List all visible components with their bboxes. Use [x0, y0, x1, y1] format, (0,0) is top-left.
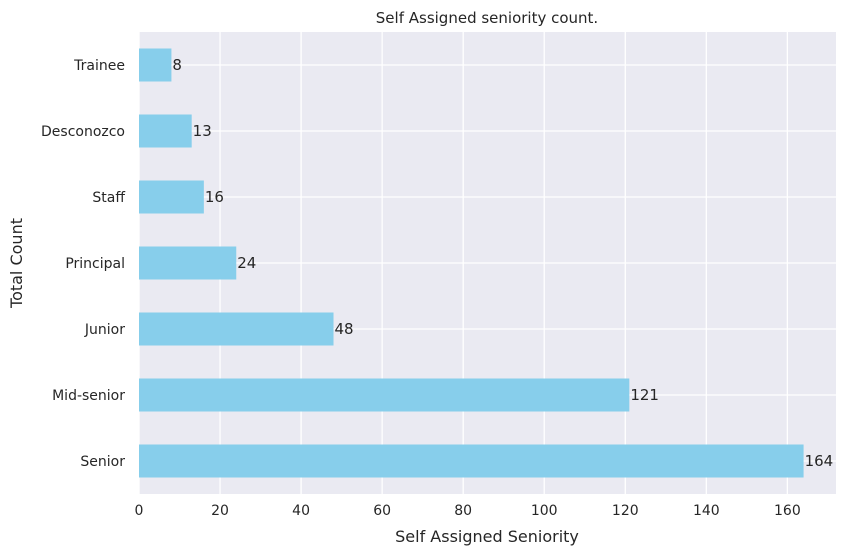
y-axis-ticks: Senior Mid-senior Junior Principal Staff Desc… [41, 58, 125, 470]
bar [139, 378, 630, 412]
y-tick-label: Junior [84, 322, 125, 338]
bar-value-label: 16 [205, 188, 224, 206]
x-axis-label: Self Assigned Seniority [395, 527, 579, 546]
bar [139, 114, 192, 148]
bar [139, 312, 334, 346]
bar [139, 48, 172, 82]
x-tick-label: 120 [612, 503, 639, 519]
x-tick-label: 0 [135, 503, 144, 519]
x-tick-label: 100 [531, 503, 558, 519]
y-tick-label: Desconozco [41, 124, 125, 140]
y-tick-label: Staff [92, 190, 125, 206]
bar-value-label: 48 [335, 320, 354, 338]
bar [139, 180, 204, 214]
y-axis-label: Total Count [7, 218, 26, 309]
bar-value-label: 121 [630, 386, 659, 404]
bar-value-label: 24 [237, 254, 256, 272]
bar [139, 444, 804, 478]
y-tick-label: Principal [65, 256, 125, 272]
x-tick-label: 80 [454, 503, 472, 519]
y-tick-label: Trainee [73, 58, 125, 74]
bar-value-label: 13 [193, 122, 212, 140]
y-tick-label: Senior [80, 454, 125, 470]
x-tick-label: 60 [373, 503, 391, 519]
x-tick-label: 160 [774, 503, 801, 519]
x-tick-label: 40 [292, 503, 310, 519]
bar-value-label: 164 [805, 452, 834, 470]
x-tick-label: 20 [211, 503, 229, 519]
y-tick-label: Mid-senior [52, 388, 125, 404]
bars [139, 48, 804, 478]
bar-value-labels: 164 121 48 24 16 13 8 [172, 56, 833, 470]
bar-value-label: 8 [172, 56, 182, 74]
chart-title: Self Assigned seniority count. [376, 9, 598, 27]
x-axis-ticks: 0 20 40 60 80 100 120 140 160 [135, 503, 801, 519]
x-tick-label: 140 [693, 503, 720, 519]
bar [139, 246, 237, 280]
